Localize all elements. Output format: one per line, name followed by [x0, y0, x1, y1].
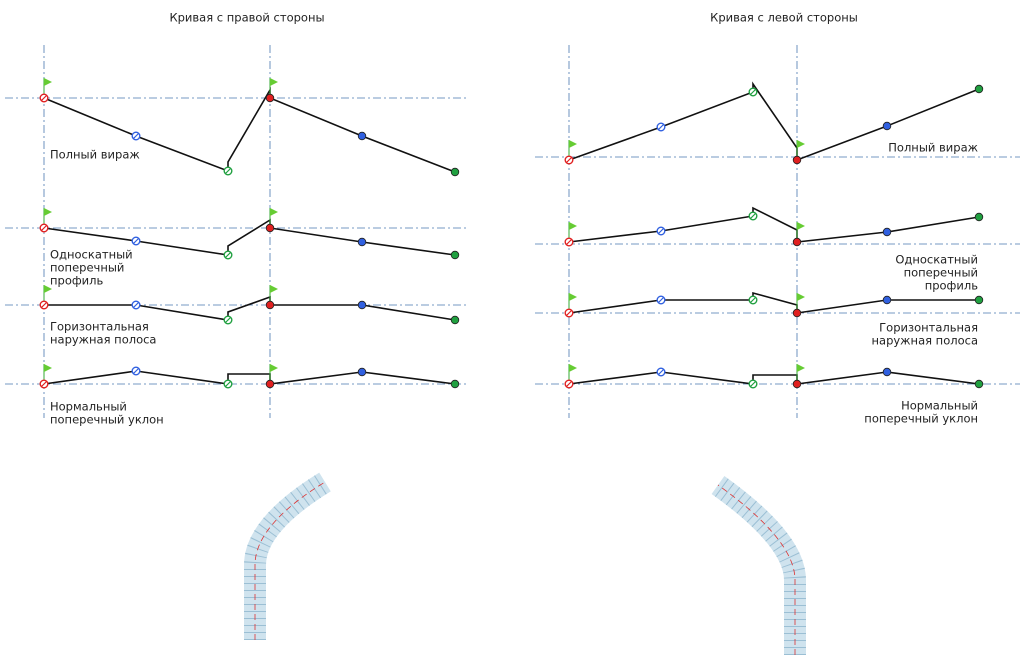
point: [974, 84, 984, 94]
flag: [270, 208, 278, 216]
point: [450, 250, 460, 260]
row-label: поперечный уклон: [50, 413, 164, 427]
point: [882, 367, 892, 377]
flag: [569, 364, 577, 372]
hatch: [566, 239, 572, 245]
hatch: [41, 225, 47, 231]
point: [357, 300, 367, 310]
hatch: [750, 213, 756, 219]
hatch: [225, 252, 231, 258]
hatch: [658, 369, 664, 375]
flag: [797, 364, 805, 372]
hatch: [566, 310, 572, 316]
hatch: [133, 238, 139, 244]
hatch: [225, 168, 231, 174]
point: [792, 308, 802, 318]
flag: [797, 293, 805, 301]
point: [974, 295, 984, 305]
flag: [797, 140, 805, 148]
hatch: [750, 297, 756, 303]
panel-title: Кривая с левой стороны: [710, 11, 858, 25]
profile-line: [568, 291, 979, 314]
point: [265, 379, 275, 389]
row-label: Горизонтальная: [879, 321, 978, 335]
hatch: [225, 381, 231, 387]
point: [792, 155, 802, 165]
row-label: Полный вираж: [888, 141, 978, 155]
hatch: [750, 89, 756, 95]
point: [357, 367, 367, 377]
row-label: поперечный: [50, 261, 124, 275]
row-label: поперечный уклон: [864, 412, 978, 426]
flag: [270, 364, 278, 372]
panel-title: Кривая с правой стороны: [169, 11, 324, 25]
row-label: наружная полоса: [872, 334, 978, 348]
road-plan-left: [244, 472, 331, 640]
point: [882, 295, 892, 305]
hatch: [566, 157, 572, 163]
row-label: наружная полоса: [50, 333, 156, 347]
flag: [44, 78, 52, 86]
point: [974, 212, 984, 222]
point: [882, 227, 892, 237]
point: [357, 131, 367, 141]
hatch: [225, 317, 231, 323]
profile-line: [568, 81, 980, 162]
flag: [44, 364, 52, 372]
point: [882, 121, 892, 131]
point: [974, 379, 984, 389]
hatch: [658, 124, 664, 130]
flag: [569, 140, 577, 148]
point: [357, 237, 367, 247]
hatch: [133, 368, 139, 374]
point: [450, 315, 460, 325]
row-label: Односкатный: [895, 253, 978, 267]
point: [450, 379, 460, 389]
point: [450, 167, 460, 177]
flag: [270, 285, 278, 293]
hatch: [133, 133, 139, 139]
hatch: [658, 228, 664, 234]
flag: [270, 78, 278, 86]
hatch: [41, 302, 47, 308]
row-label: Полный вираж: [50, 148, 140, 162]
row-label: профиль: [925, 279, 979, 293]
hatch: [41, 95, 47, 101]
row-label: профиль: [50, 274, 104, 288]
profile-line: [43, 218, 456, 256]
profile-line: [44, 295, 456, 321]
flag: [44, 208, 52, 216]
row-label: поперечный: [904, 266, 978, 280]
profile-line: [568, 371, 980, 385]
row-label: Горизонтальная: [50, 320, 149, 334]
flag: [569, 222, 577, 230]
profile-line: [568, 206, 980, 243]
row-label: Односкатный: [50, 248, 133, 262]
hatch: [41, 381, 47, 387]
hatch: [133, 302, 139, 308]
point: [792, 379, 802, 389]
row-label: Нормальный: [901, 399, 978, 413]
hatch: [566, 381, 572, 387]
flag: [797, 222, 805, 230]
hatch: [658, 297, 664, 303]
profile-line: [43, 370, 456, 385]
flag: [44, 285, 52, 293]
flag: [569, 293, 577, 301]
point: [265, 93, 275, 103]
row-label: Нормальный: [50, 400, 127, 414]
road-plan-right: [711, 476, 806, 655]
point: [265, 223, 275, 233]
point: [265, 300, 275, 310]
point: [792, 237, 802, 247]
hatch: [750, 381, 756, 387]
profile-line: [43, 87, 456, 173]
